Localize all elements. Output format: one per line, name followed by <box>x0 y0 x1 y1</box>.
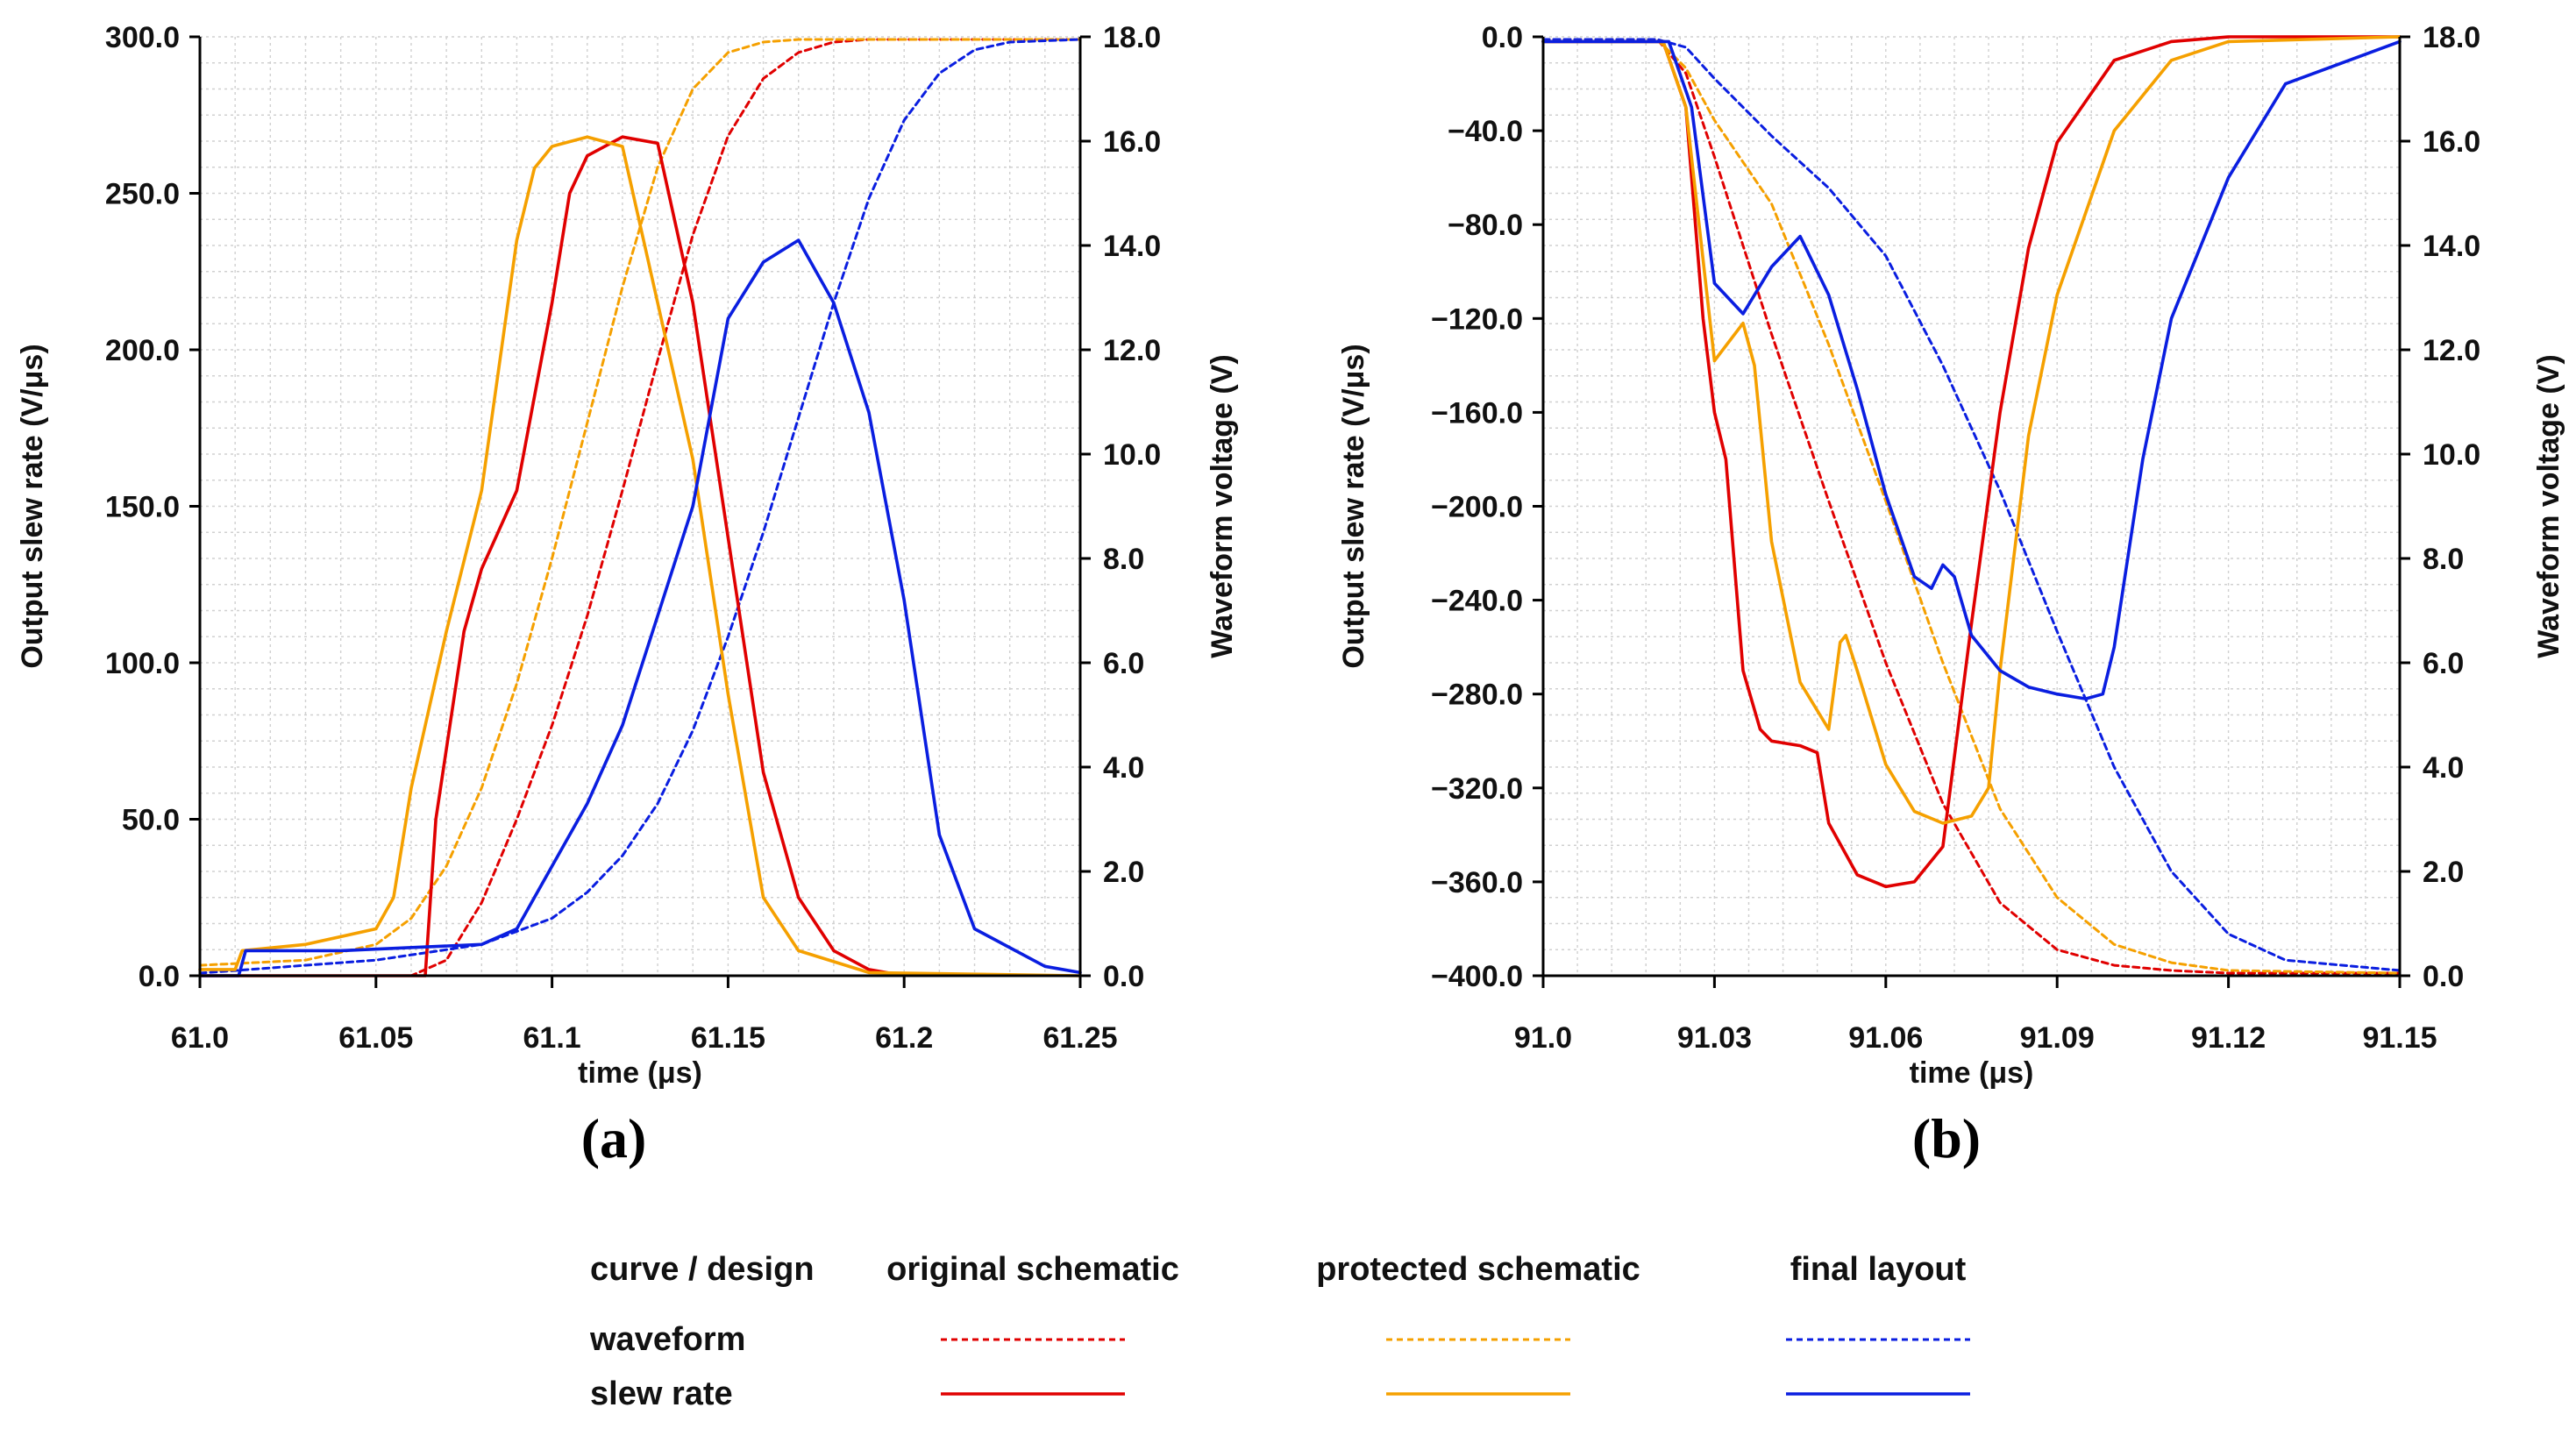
y-tick-label: 50.0 <box>122 804 180 837</box>
panel-label: (b) <box>1912 1107 1981 1169</box>
y-tick-label: −40.0 <box>1448 115 1523 148</box>
y-tick-label: 200.0 <box>105 334 180 367</box>
x-tick-label: 91.15 <box>2362 1021 2437 1055</box>
x-tick-label: 61.1 <box>523 1021 581 1055</box>
series-line-waveform-protected-schematic <box>198 38 1082 967</box>
series-line-slew-rate-original-schematic <box>198 135 906 977</box>
y-tick-label: 0.0 <box>139 960 180 993</box>
series-group <box>1541 35 2402 975</box>
x-tick-label: 91.12 <box>2191 1021 2266 1055</box>
x-tick-label: 91.09 <box>2020 1021 2095 1055</box>
panel-a-chart: 61.0 61.05 61.1 61.15 61.2 61.25 0.0 50.0 100.0 1… <box>16 21 1239 1169</box>
y2-tick-label: 4.0 <box>2423 751 2464 785</box>
series-group <box>198 38 1082 977</box>
grid <box>1542 36 2401 977</box>
x-tick-label: 61.15 <box>691 1021 765 1055</box>
x-tick-label: 91.0 <box>1514 1021 1572 1055</box>
legend-row-label: waveform <box>589 1321 745 1358</box>
x-tick-label: 91.03 <box>1677 1021 1752 1055</box>
series-line-slew-rate-original-schematic <box>1541 35 2402 889</box>
y2-tick-label: 6.0 <box>1103 647 1144 680</box>
y2-axis-label: Waveform voltage (V) <box>1206 354 1239 658</box>
y-axis-label: Output slew rate (V/μs) <box>1337 344 1370 668</box>
y2-tick-label: 0.0 <box>1103 960 1144 993</box>
y-tick-label: 250.0 <box>105 178 180 211</box>
series-line-waveform-original-schematic <box>198 38 1082 977</box>
y-tick-label: −120.0 <box>1431 302 1523 336</box>
y-tick-label: −240.0 <box>1431 585 1523 618</box>
x-tick-label: 61.25 <box>1042 1021 1117 1055</box>
y-tick-label: 0.0 <box>1482 21 1523 54</box>
y-tick-label: −200.0 <box>1431 491 1523 524</box>
series-line-slew-rate-protected-schematic <box>198 135 1082 977</box>
y-tick-label: −320.0 <box>1431 772 1523 806</box>
y-tick-label: −280.0 <box>1431 679 1523 712</box>
y-axis-label: Output slew rate (V/μs) <box>16 344 49 668</box>
y-tick-label: −160.0 <box>1431 396 1523 430</box>
y2-tick-label: 10.0 <box>1103 438 1161 472</box>
legend-column-header: final layout <box>1790 1251 1967 1288</box>
x-axis-label: time (μs) <box>1910 1056 2034 1090</box>
legend-header: curve / design <box>590 1251 815 1288</box>
x-tick-label: 61.2 <box>875 1021 933 1055</box>
series-line-slew-rate-protected-schematic <box>1541 35 2402 825</box>
legend-column-header: original schematic <box>886 1251 1179 1288</box>
grid <box>199 36 1081 977</box>
legend-column-header: protected schematic <box>1316 1251 1640 1288</box>
y2-tick-label: 10.0 <box>2423 438 2480 472</box>
y2-tick-label: 12.0 <box>1103 334 1161 367</box>
y2-tick-label: 8.0 <box>1103 543 1144 576</box>
y-tick-label: 300.0 <box>105 21 180 54</box>
panel-label: (a) <box>581 1107 647 1169</box>
y2-tick-label: 16.0 <box>2423 125 2480 159</box>
y-tick-label: 100.0 <box>105 647 180 680</box>
x-tick-label: 91.06 <box>1848 1021 1923 1055</box>
panel-b-chart: 91.0 91.03 91.06 91.09 91.12 91.15 −400.0 −360.… <box>1337 21 2565 1169</box>
series-line-waveform-original-schematic <box>1541 38 2402 975</box>
y2-tick-label: 2.0 <box>2423 856 2464 889</box>
y2-tick-label: 8.0 <box>2423 543 2464 576</box>
series-line-waveform-protected-schematic <box>1541 38 2402 975</box>
y2-tick-label: 18.0 <box>2423 21 2480 54</box>
y2-tick-label: 0.0 <box>2423 960 2464 993</box>
x-tick-label: 61.0 <box>171 1021 229 1055</box>
series-line-waveform-final-layout <box>1541 38 2402 972</box>
y2-tick-label: 18.0 <box>1103 21 1161 54</box>
y2-tick-label: 14.0 <box>1103 230 1161 263</box>
y2-tick-label: 6.0 <box>2423 647 2464 680</box>
series-line-slew-rate-final-layout <box>1541 39 2402 700</box>
y2-tick-label: 16.0 <box>1103 125 1161 159</box>
x-axis-label: time (μs) <box>578 1056 702 1090</box>
y-tick-label: 150.0 <box>105 491 180 524</box>
y-tick-label: −400.0 <box>1431 960 1523 993</box>
legend-row-label: slew rate <box>590 1375 733 1412</box>
y-tick-label: −360.0 <box>1431 866 1523 899</box>
y-tick-label: −80.0 <box>1448 209 1523 242</box>
y2-tick-label: 4.0 <box>1103 751 1144 785</box>
x-tick-label: 61.05 <box>338 1021 413 1055</box>
y2-tick-label: 14.0 <box>2423 230 2480 263</box>
y2-tick-label: 2.0 <box>1103 856 1144 889</box>
series-line-waveform-final-layout <box>198 38 1082 975</box>
y2-axis-label: Waveform voltage (V) <box>2532 354 2565 658</box>
y2-tick-label: 12.0 <box>2423 334 2480 367</box>
legend: curve / design original schematic protecte… <box>589 1251 1970 1412</box>
series-line-slew-rate-final-layout <box>198 238 1082 977</box>
